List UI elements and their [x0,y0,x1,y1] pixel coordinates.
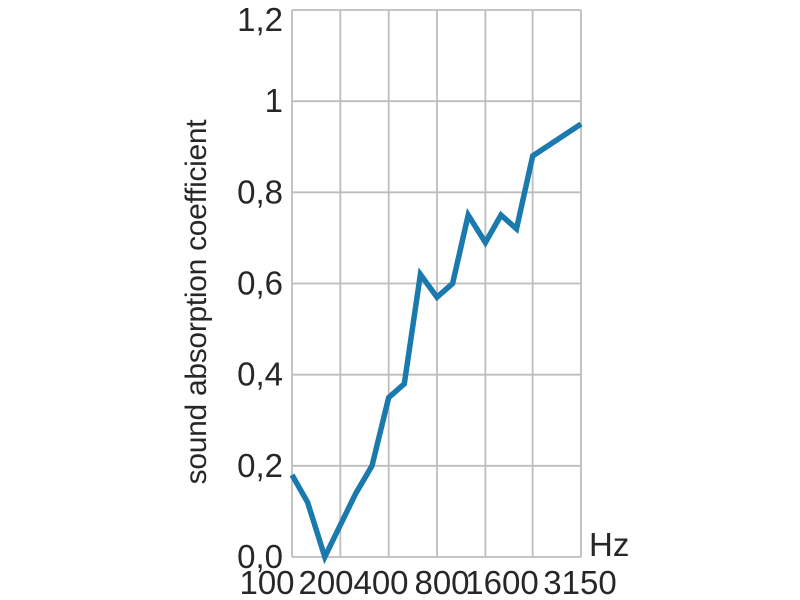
x-axis-unit-label: Hz [589,526,629,563]
x-tick-label: 1600 [465,564,538,600]
x-tick-label: 100 [239,564,294,600]
x-tick-label: 800 [414,564,469,600]
y-axis-tick-labels: 0,0 0,2 0,4 0,6 0,8 1 1,2 [237,1,283,575]
x-tick-label: 200 [298,564,353,600]
absorption-curve [289,121,583,565]
y-tick-label: 1,2 [237,1,283,38]
y-tick-label: 0,8 [237,173,283,210]
y-tick-label: 0,6 [237,265,283,302]
y-axis-title: sound absorption coefficient [180,119,213,485]
y-tick-label: 0,0 [237,538,283,575]
y-tick-label: 0,2 [237,447,283,484]
x-tick-label: 400 [353,564,408,600]
y-tick-label: 0,4 [237,356,283,393]
grid-lines [291,9,582,558]
y-tick-label: 1 [265,82,283,119]
x-tick-label: 3150 [543,564,616,600]
